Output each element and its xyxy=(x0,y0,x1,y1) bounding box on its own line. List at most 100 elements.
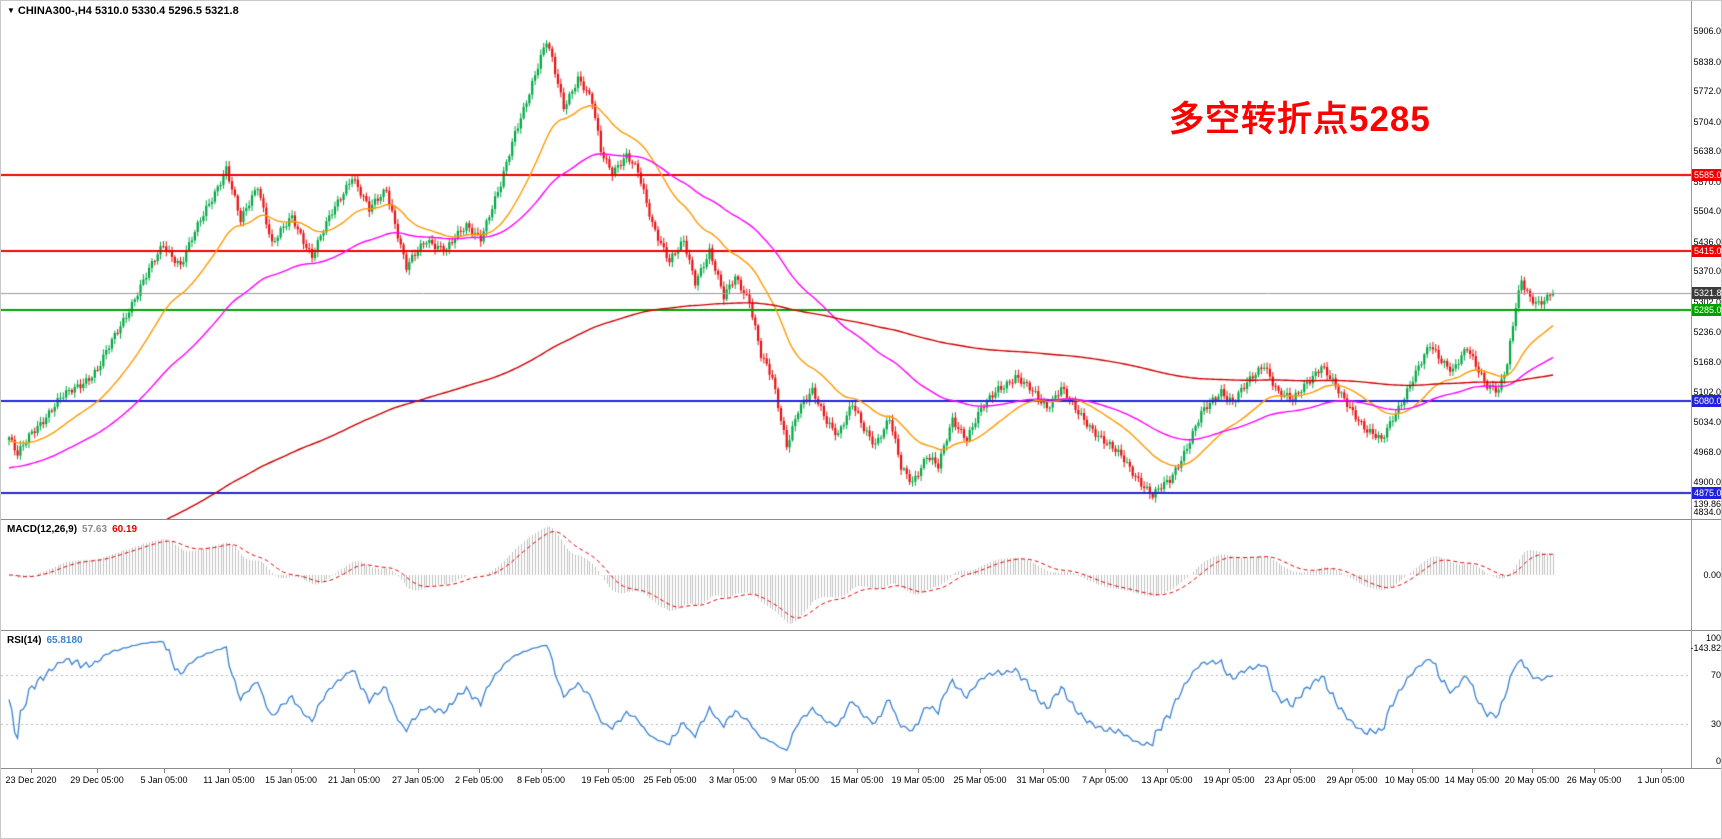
time-axis-label: 29 Apr 05:00 xyxy=(1326,775,1378,785)
price-tick-label: 5370.0 xyxy=(1693,266,1721,277)
time-axis-label: 3 Mar 05:00 xyxy=(708,775,758,785)
price-tick-label: 5906.0 xyxy=(1693,26,1721,37)
panel-separator[interactable] xyxy=(1,630,1721,631)
price-tick-label: 5772.0 xyxy=(1693,86,1721,97)
time-axis-label: 2 Feb 05:00 xyxy=(454,775,504,785)
time-axis-tick xyxy=(479,769,480,773)
time-axis-tick xyxy=(164,769,165,773)
time-axis-label: 25 Feb 05:00 xyxy=(643,775,697,785)
time-axis-label: 10 May 05:00 xyxy=(1384,775,1440,785)
time-axis-label: 11 Jan 05:00 xyxy=(203,775,255,785)
time-axis-label: 29 Dec 05:00 xyxy=(70,775,124,785)
price-tick-label: 5236.0 xyxy=(1693,326,1721,337)
time-axis-tick xyxy=(418,769,419,773)
time-axis-tick xyxy=(97,769,98,773)
annotation-text: 多空转折点5285 xyxy=(1169,100,1431,139)
macd-label: MACD(12,26,9) 57.63 60.19 xyxy=(7,524,137,535)
chart-title: ▼ CHINA300-,H4 5310.0 5330.4 5296.5 5321.… xyxy=(7,5,239,17)
macd-axis[interactable]: 139.86 0.00 -143.82 xyxy=(1690,499,1721,653)
price-tick-label: 5034.0 xyxy=(1693,417,1721,428)
time-axis-label: 26 May 05:00 xyxy=(1566,775,1622,785)
time-axis-label: 8 Feb 05:00 xyxy=(516,775,566,785)
time-axis-tick xyxy=(229,769,230,773)
time-axis-label: 27 Jan 05:00 xyxy=(391,775,445,785)
rsi-name: RSI(14) xyxy=(7,635,42,646)
time-axis-tick xyxy=(733,769,734,773)
price-level-badge: 4875.0 xyxy=(1692,487,1722,500)
time-axis-label: 25 Mar 05:00 xyxy=(953,775,1007,785)
price-level-badge: 5585.0 xyxy=(1692,169,1722,181)
rsi-tick-label: 30 xyxy=(1710,719,1721,730)
time-axis-label: 1 Jun 05:00 xyxy=(1637,775,1685,785)
chart-dropdown-icon[interactable]: ▼ xyxy=(7,6,15,15)
rsi-value: 65.8180 xyxy=(46,635,83,646)
time-axis-tick xyxy=(291,769,292,773)
time-axis-label: 19 Feb 05:00 xyxy=(581,775,635,785)
rsi-tick-label: 70 xyxy=(1710,669,1721,680)
price-tick-label: 4834.0 xyxy=(1693,506,1721,517)
price-tick-label: 5436.0 xyxy=(1693,236,1721,247)
current-price-badge: 5321.8 xyxy=(1692,287,1722,300)
time-axis[interactable]: 23 Dec 2020 29 Dec 05:00 5 Jan 05:00 11 Jan… xyxy=(1,769,1721,838)
macd-tick-label: 139.86 xyxy=(1693,499,1721,509)
time-axis-tick xyxy=(541,769,542,773)
main-chart-canvas[interactable] xyxy=(1,1,1691,519)
price-tick-label: 5504.0 xyxy=(1693,206,1721,217)
time-axis-tick xyxy=(354,769,355,773)
time-axis-tick xyxy=(857,769,858,773)
time-axis-tick xyxy=(1661,769,1662,773)
price-tick-label: 5168.0 xyxy=(1693,357,1721,368)
time-axis-label: 5 Jan 05:00 xyxy=(140,775,188,785)
rsi-indicator-canvas[interactable] xyxy=(1,631,1691,768)
price-tick-label: 5570.0 xyxy=(1693,176,1721,187)
price-level-badge: 5415.0 xyxy=(1692,245,1722,258)
price-tick-label: 5838.0 xyxy=(1693,56,1721,67)
rsi-tick-label: 100 xyxy=(1705,633,1721,643)
price-tick-label: 5302.0 xyxy=(1693,296,1721,307)
time-axis-tick xyxy=(670,769,671,773)
time-axis-tick xyxy=(795,769,796,773)
time-axis-label: 19 Apr 05:00 xyxy=(1203,775,1255,785)
macd-name: MACD(12,26,9) xyxy=(7,524,78,535)
price-axis[interactable]: 5906.0 5838.0 5772.0 5704.0 5638.0 5570.0 5504… xyxy=(1692,1,1722,519)
macd-signal-value: 60.19 xyxy=(112,524,138,535)
macd-tick-label: -143.82 xyxy=(1690,643,1721,654)
rsi-axis[interactable]: 100 70 30 0 xyxy=(1692,631,1721,768)
time-axis-tick xyxy=(980,769,981,773)
symbol-timeframe-label: CHINA300-,H4 xyxy=(17,5,92,17)
time-axis-label: 14 May 05:00 xyxy=(1444,775,1500,785)
time-axis-label: 13 Apr 05:00 xyxy=(1141,775,1193,785)
time-axis-tick xyxy=(1290,769,1291,773)
price-axis-separator xyxy=(1691,1,1692,768)
price-level-badge: 5285.0 xyxy=(1692,303,1722,316)
ohlc-values: 5310.0 5330.4 5296.5 5321.8 xyxy=(94,5,239,17)
time-axis-tick xyxy=(1105,769,1106,773)
time-axis-label: 23 Apr 05:00 xyxy=(1264,775,1316,785)
time-axis-label: 19 Mar 05:00 xyxy=(891,775,945,785)
time-axis-label: 20 May 05:00 xyxy=(1504,775,1560,785)
macd-indicator-canvas[interactable] xyxy=(1,520,1691,630)
panel-separator[interactable] xyxy=(1,519,1721,520)
price-tick-label: 5704.0 xyxy=(1693,116,1721,127)
macd-main-value: 57.63 xyxy=(82,524,108,535)
panel-separator xyxy=(1,768,1721,769)
time-axis-label: 31 Mar 05:00 xyxy=(1016,775,1070,785)
time-axis-tick xyxy=(1594,769,1595,773)
price-tick-label: 4968.0 xyxy=(1693,446,1721,457)
price-tick-label: 5638.0 xyxy=(1693,146,1721,157)
time-axis-tick xyxy=(31,769,32,773)
rsi-label: RSI(14) 65.8180 xyxy=(7,635,83,646)
time-axis-tick xyxy=(918,769,919,773)
macd-tick-label: 0.00 xyxy=(1703,570,1721,580)
time-axis-tick xyxy=(1167,769,1168,773)
time-axis-label: 21 Jan 05:00 xyxy=(327,775,381,785)
time-axis-tick xyxy=(1229,769,1230,773)
time-axis-tick xyxy=(1412,769,1413,773)
time-axis-tick xyxy=(1532,769,1533,773)
price-tick-label: 4900.0 xyxy=(1693,477,1721,488)
time-axis-tick xyxy=(608,769,609,773)
time-axis-label: 15 Mar 05:00 xyxy=(830,775,884,785)
time-axis-tick xyxy=(1472,769,1473,773)
time-axis-label: 15 Jan 05:00 xyxy=(264,775,318,785)
